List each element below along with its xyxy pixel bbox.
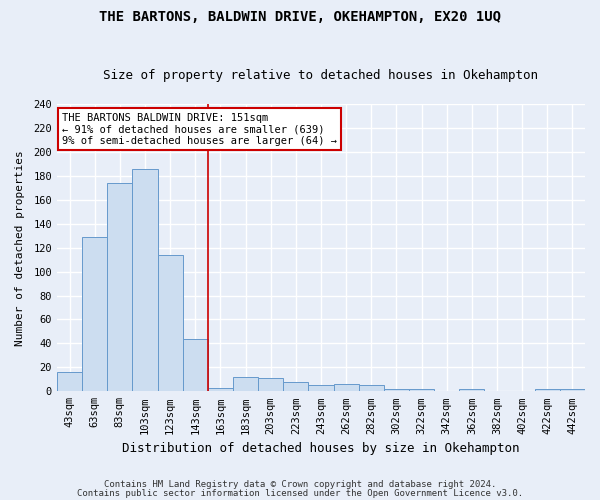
Bar [258, 378, 283, 392]
Text: Contains public sector information licensed under the Open Government Licence v3: Contains public sector information licen… [77, 488, 523, 498]
Bar [535, 389, 560, 392]
Bar [334, 384, 359, 392]
Y-axis label: Number of detached properties: Number of detached properties [15, 150, 25, 346]
Title: Size of property relative to detached houses in Okehampton: Size of property relative to detached ho… [103, 69, 538, 82]
Bar [182, 338, 208, 392]
Bar [233, 377, 258, 392]
X-axis label: Distribution of detached houses by size in Okehampton: Distribution of detached houses by size … [122, 442, 520, 455]
Text: THE BARTONS BALDWIN DRIVE: 151sqm
← 91% of detached houses are smaller (639)
9% : THE BARTONS BALDWIN DRIVE: 151sqm ← 91% … [62, 112, 337, 146]
Bar [560, 389, 585, 392]
Bar [107, 183, 133, 392]
Bar [359, 386, 384, 392]
Bar [158, 255, 182, 392]
Bar [459, 389, 484, 392]
Bar [57, 372, 82, 392]
Bar [82, 237, 107, 392]
Bar [208, 388, 233, 392]
Bar [409, 389, 434, 392]
Bar [283, 382, 308, 392]
Bar [308, 386, 334, 392]
Bar [384, 389, 409, 392]
Bar [133, 168, 158, 392]
Text: Contains HM Land Registry data © Crown copyright and database right 2024.: Contains HM Land Registry data © Crown c… [104, 480, 496, 489]
Text: THE BARTONS, BALDWIN DRIVE, OKEHAMPTON, EX20 1UQ: THE BARTONS, BALDWIN DRIVE, OKEHAMPTON, … [99, 10, 501, 24]
